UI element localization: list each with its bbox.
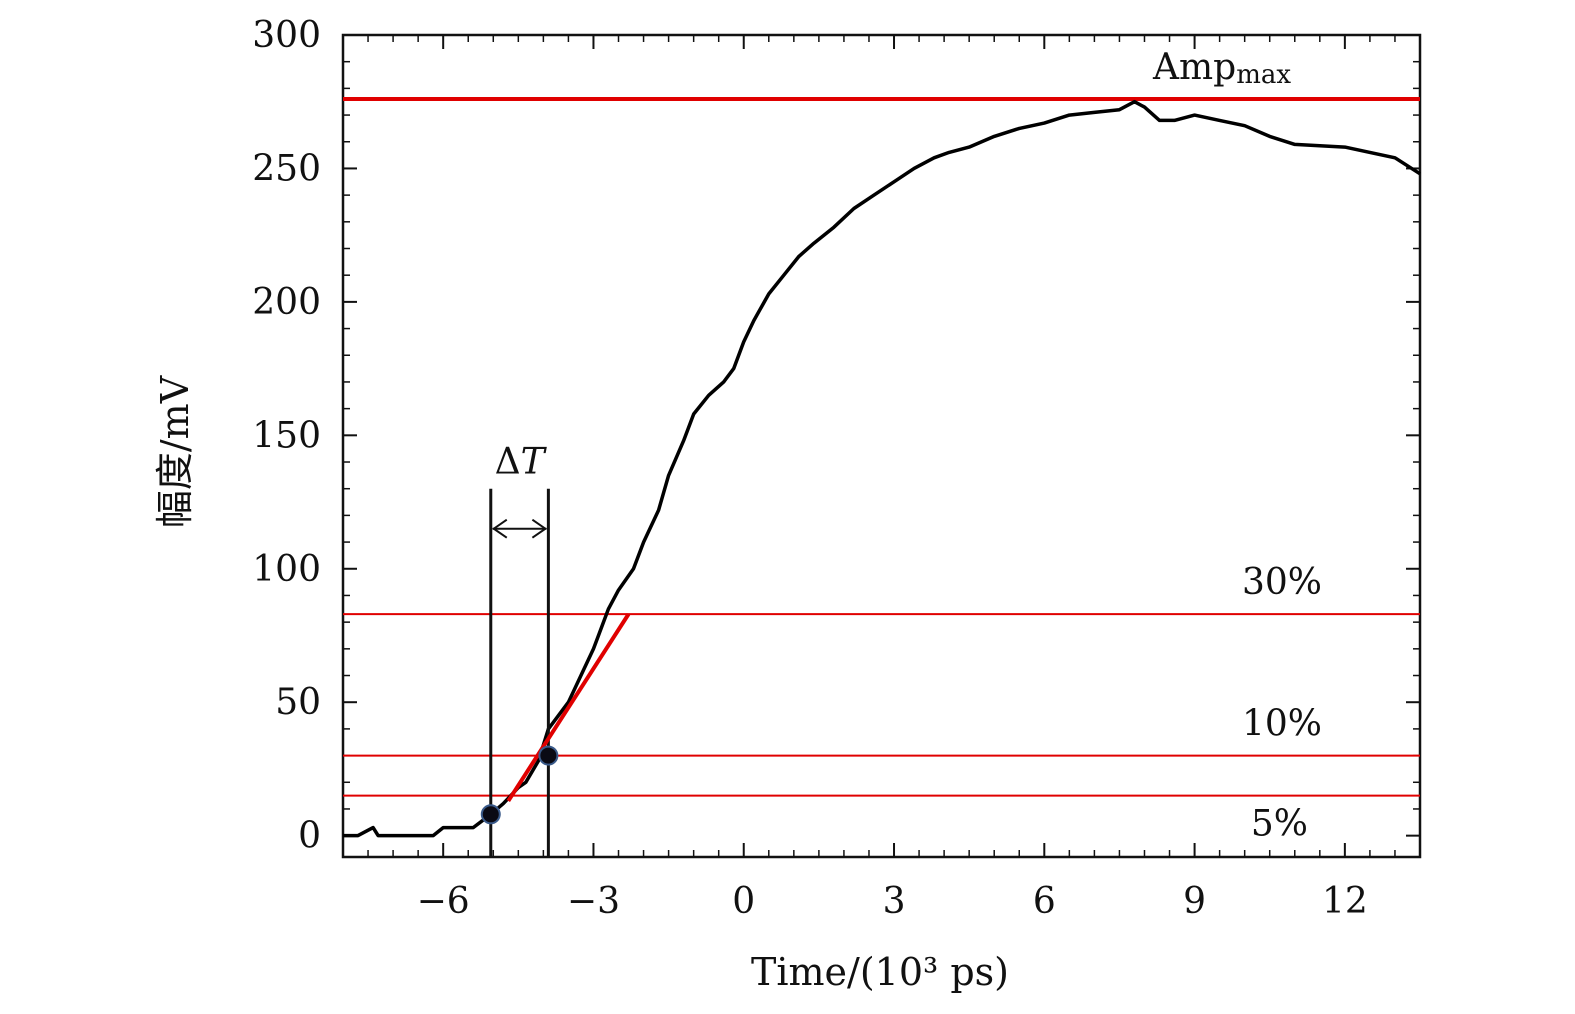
y-tick-label: 50 xyxy=(275,682,321,723)
threshold-label: 10% xyxy=(1242,704,1322,745)
delta-t-arrowhead-left xyxy=(492,518,508,539)
threshold-label: 5% xyxy=(1251,804,1308,845)
y-tick-label: 300 xyxy=(252,15,321,56)
delta-t-arrowhead-right xyxy=(531,518,548,539)
plot-frame xyxy=(341,33,1422,859)
x-tick-label: 6 xyxy=(1033,881,1056,922)
x-axis-title: Time/(10³ ps) xyxy=(751,950,1009,994)
x-tick-label: 0 xyxy=(732,881,755,922)
marker-point xyxy=(480,804,501,825)
y-axis-title: 幅度/mV xyxy=(153,375,197,528)
x-tick-label: −6 xyxy=(417,881,470,922)
y-tick-label: 0 xyxy=(298,816,321,857)
x-tick-label: 12 xyxy=(1322,881,1368,922)
y-tick-label: 250 xyxy=(252,148,321,189)
y-tick-label: 100 xyxy=(252,549,321,590)
marker-point xyxy=(538,745,559,766)
x-tick-label: 9 xyxy=(1183,881,1206,922)
x-tick-label: −3 xyxy=(567,881,620,922)
tangent-line xyxy=(506,613,631,803)
y-tick-label: 200 xyxy=(252,282,321,323)
y-tick-label: 150 xyxy=(252,415,321,456)
threshold-label: 30% xyxy=(1242,562,1322,603)
delta-t-label: ΔT xyxy=(495,442,548,483)
threshold-label: Ampmax xyxy=(1152,47,1291,90)
signal-line xyxy=(343,99,1421,838)
x-tick-label: 3 xyxy=(883,881,906,922)
